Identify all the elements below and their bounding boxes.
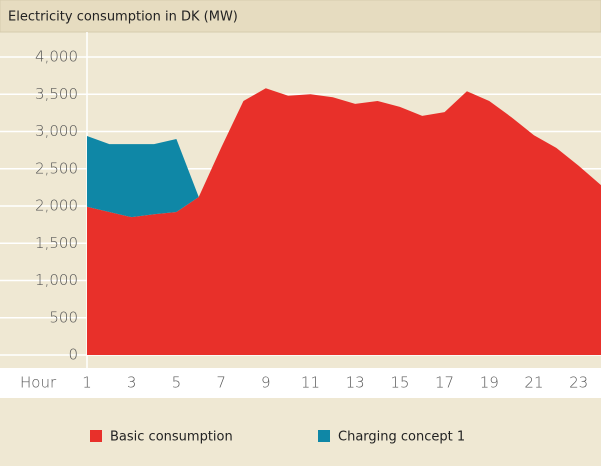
y-tick-label: 3,500: [35, 85, 78, 103]
y-tick-label: 500: [49, 308, 78, 326]
legend-label: Charging concept 1: [338, 430, 465, 445]
x-tick-label: 5: [172, 374, 182, 392]
area: [87, 88, 601, 218]
area: [87, 88, 601, 355]
legend-swatch: [90, 430, 102, 442]
x-tick-label: 23: [569, 374, 588, 392]
legend-label: Basic consumption: [110, 430, 233, 445]
x-tick-label: 15: [390, 374, 409, 392]
y-tick-label: 0: [68, 346, 78, 364]
title-bar: [0, 0, 601, 33]
chart-title: Electricity consumption in DK (MW): [8, 10, 238, 25]
x-tick-label: 7: [216, 374, 226, 392]
x-tick-label: 17: [435, 374, 454, 392]
x-axis-label: Hour: [20, 374, 57, 392]
y-tick-label: 1,500: [35, 234, 78, 252]
y-tick-label: 4,000: [35, 48, 78, 66]
x-tick-label: 11: [301, 374, 320, 392]
y-tick-label: 2,500: [35, 159, 78, 177]
x-tick-label: 1: [82, 374, 92, 392]
x-tick-label: 19: [480, 374, 499, 392]
x-tick-label: 3: [127, 374, 137, 392]
x-tick-label: 13: [346, 374, 365, 392]
y-tick-label: 1,000: [35, 271, 78, 289]
x-tick-label: 21: [524, 374, 543, 392]
y-tick-label: 2,000: [35, 197, 78, 215]
y-tick-label: 3,000: [35, 122, 78, 140]
x-tick-label: 9: [261, 374, 271, 392]
x-axis-band: [0, 368, 601, 398]
legend-swatch: [318, 430, 330, 442]
